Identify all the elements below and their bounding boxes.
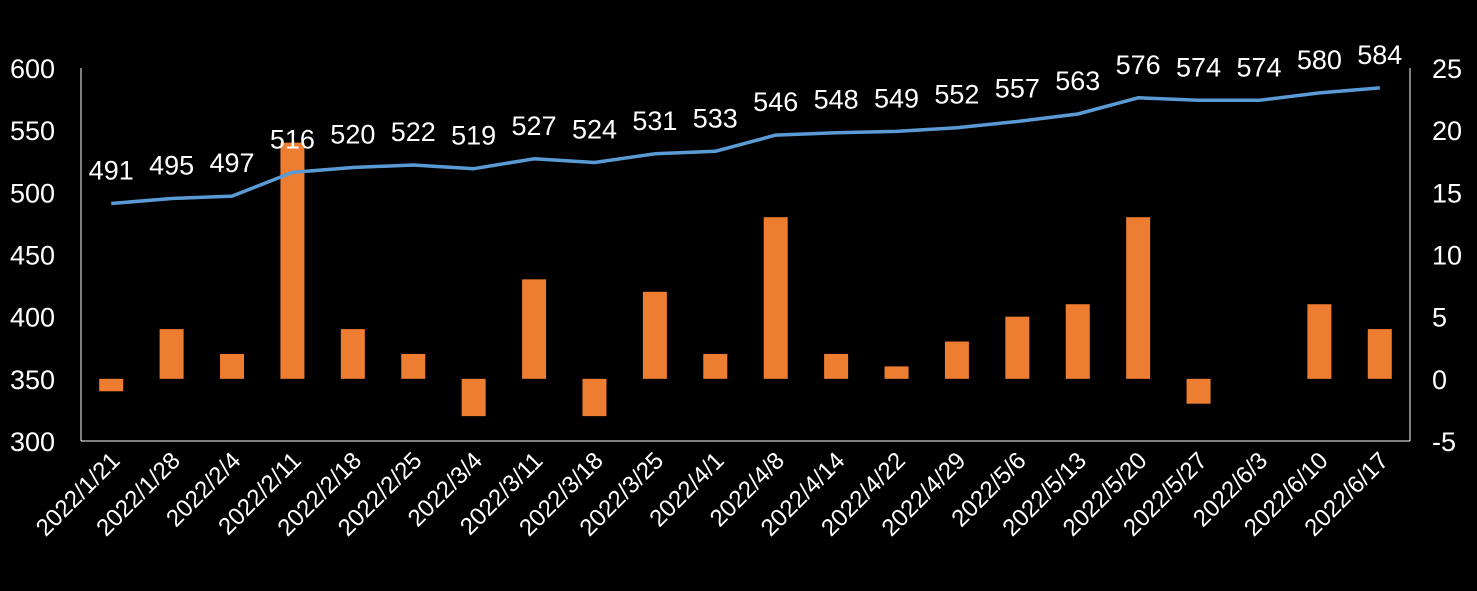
data-labels: 491 495 497 516 520 522 519 527 524 531 533 546 548 5… xyxy=(89,40,1403,186)
line-path xyxy=(111,86,1380,206)
bar xyxy=(1367,329,1392,379)
data-label: 497 xyxy=(209,148,254,178)
bar-series xyxy=(99,142,1392,417)
left-tick-label: 300 xyxy=(10,427,55,457)
left-tick-label: 400 xyxy=(10,303,55,333)
data-label: 519 xyxy=(451,121,496,151)
data-label: 557 xyxy=(995,73,1040,103)
bar xyxy=(159,329,184,379)
bar xyxy=(522,279,547,379)
right-tick-label: 25 xyxy=(1432,54,1462,84)
bar xyxy=(1065,304,1090,379)
left-tick-label: 450 xyxy=(10,241,55,271)
data-label: 574 xyxy=(1176,52,1221,82)
left-axis-ticks: 300 350 400 450 500 550 600 xyxy=(10,54,55,457)
bar xyxy=(1307,304,1332,379)
data-label: 522 xyxy=(391,117,436,147)
right-tick-label: 10 xyxy=(1432,241,1462,271)
data-label: 527 xyxy=(512,111,557,141)
data-label: 524 xyxy=(572,114,617,144)
left-tick-label: 600 xyxy=(10,54,55,84)
data-label: 516 xyxy=(270,124,315,154)
bar xyxy=(1186,378,1211,404)
bar xyxy=(401,353,426,379)
data-label: 552 xyxy=(934,80,979,110)
bar xyxy=(824,353,849,379)
bar xyxy=(220,353,245,379)
bar xyxy=(340,329,365,379)
bar xyxy=(763,217,788,379)
bar xyxy=(1126,217,1151,379)
axes xyxy=(80,68,1411,442)
data-label: 548 xyxy=(814,85,859,115)
bar xyxy=(944,341,969,379)
x-axis-ticks: 2022/1/212022/1/282022/2/42022/2/112022/… xyxy=(31,447,1394,542)
data-label: 580 xyxy=(1297,45,1342,75)
data-label: 563 xyxy=(1055,66,1100,96)
data-label: 574 xyxy=(1236,52,1281,82)
bar xyxy=(582,378,607,417)
data-label: 520 xyxy=(330,119,375,149)
data-label: 549 xyxy=(874,83,919,113)
bar xyxy=(642,291,667,379)
left-tick-label: 350 xyxy=(10,365,55,395)
bar xyxy=(461,378,486,417)
right-tick-label: -5 xyxy=(1432,427,1456,457)
line-series xyxy=(111,86,1380,206)
data-label: 584 xyxy=(1357,40,1402,70)
bar xyxy=(280,142,305,379)
data-label: 495 xyxy=(149,151,194,181)
right-axis-ticks: -5 0 5 10 15 20 25 xyxy=(1432,54,1462,457)
bar xyxy=(884,366,909,379)
right-tick-label: 20 xyxy=(1432,116,1462,146)
bar xyxy=(703,353,728,379)
data-label: 491 xyxy=(89,156,134,186)
left-tick-label: 500 xyxy=(10,178,55,208)
bar xyxy=(1005,316,1030,379)
left-tick-label: 550 xyxy=(10,116,55,146)
right-tick-label: 5 xyxy=(1432,303,1447,333)
right-tick-label: 15 xyxy=(1432,178,1462,208)
data-label: 531 xyxy=(632,106,677,136)
bar xyxy=(99,378,124,392)
data-label: 533 xyxy=(693,103,738,133)
right-tick-label: 0 xyxy=(1432,365,1447,395)
data-label: 546 xyxy=(753,87,798,117)
data-label: 576 xyxy=(1116,50,1161,80)
